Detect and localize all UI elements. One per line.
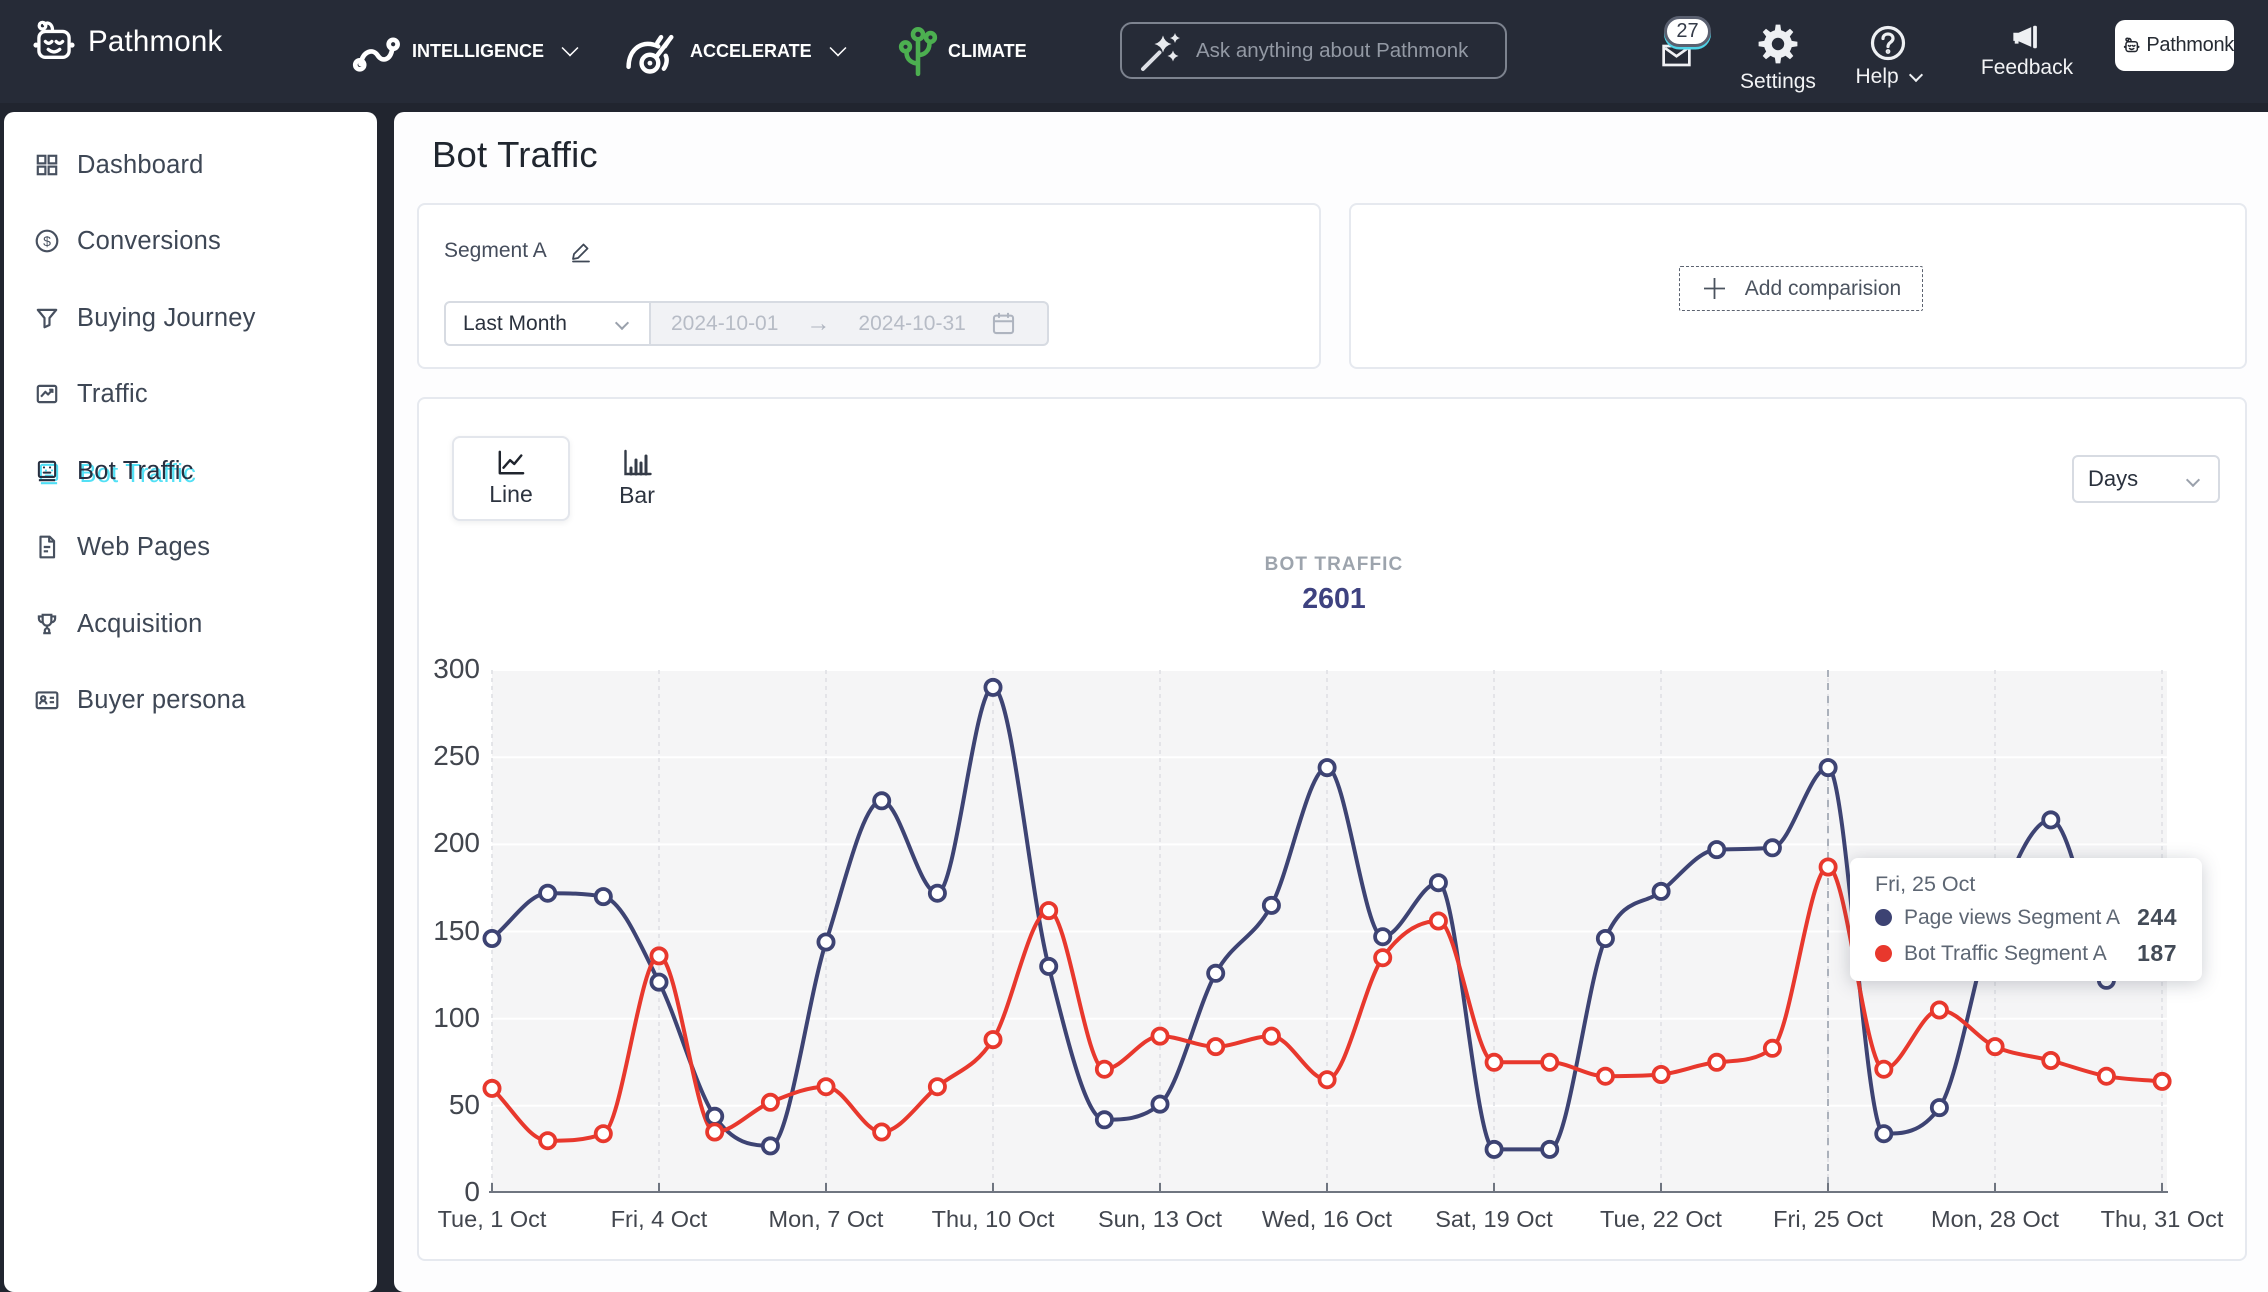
- svg-text:Tue, 1 Oct: Tue, 1 Oct: [438, 1206, 547, 1232]
- svg-text:50: 50: [449, 1089, 480, 1120]
- svg-text:200: 200: [433, 827, 480, 858]
- svg-text:$: $: [43, 233, 51, 249]
- svg-text:Thu, 31 Oct: Thu, 31 Oct: [2101, 1206, 2224, 1232]
- svg-text:0: 0: [464, 1176, 480, 1207]
- svg-text:Mon, 7 Oct: Mon, 7 Oct: [769, 1206, 884, 1232]
- svg-text:100: 100: [433, 1002, 480, 1033]
- svg-text:Sat, 19 Oct: Sat, 19 Oct: [1435, 1206, 1553, 1232]
- svg-text:Thu, 10 Oct: Thu, 10 Oct: [932, 1206, 1055, 1232]
- svg-text:Sun, 13 Oct: Sun, 13 Oct: [1098, 1206, 1223, 1232]
- svg-text:250: 250: [433, 740, 480, 771]
- svg-text:Tue, 22 Oct: Tue, 22 Oct: [1600, 1206, 1722, 1232]
- svg-text:300: 300: [433, 653, 480, 684]
- svg-text:Mon, 28 Oct: Mon, 28 Oct: [1931, 1206, 2059, 1232]
- svg-text:Wed, 16 Oct: Wed, 16 Oct: [1262, 1206, 1393, 1232]
- svg-text:150: 150: [433, 915, 480, 946]
- svg-text:Fri, 25 Oct: Fri, 25 Oct: [1773, 1206, 1883, 1232]
- svg-text:Fri, 4 Oct: Fri, 4 Oct: [611, 1206, 708, 1232]
